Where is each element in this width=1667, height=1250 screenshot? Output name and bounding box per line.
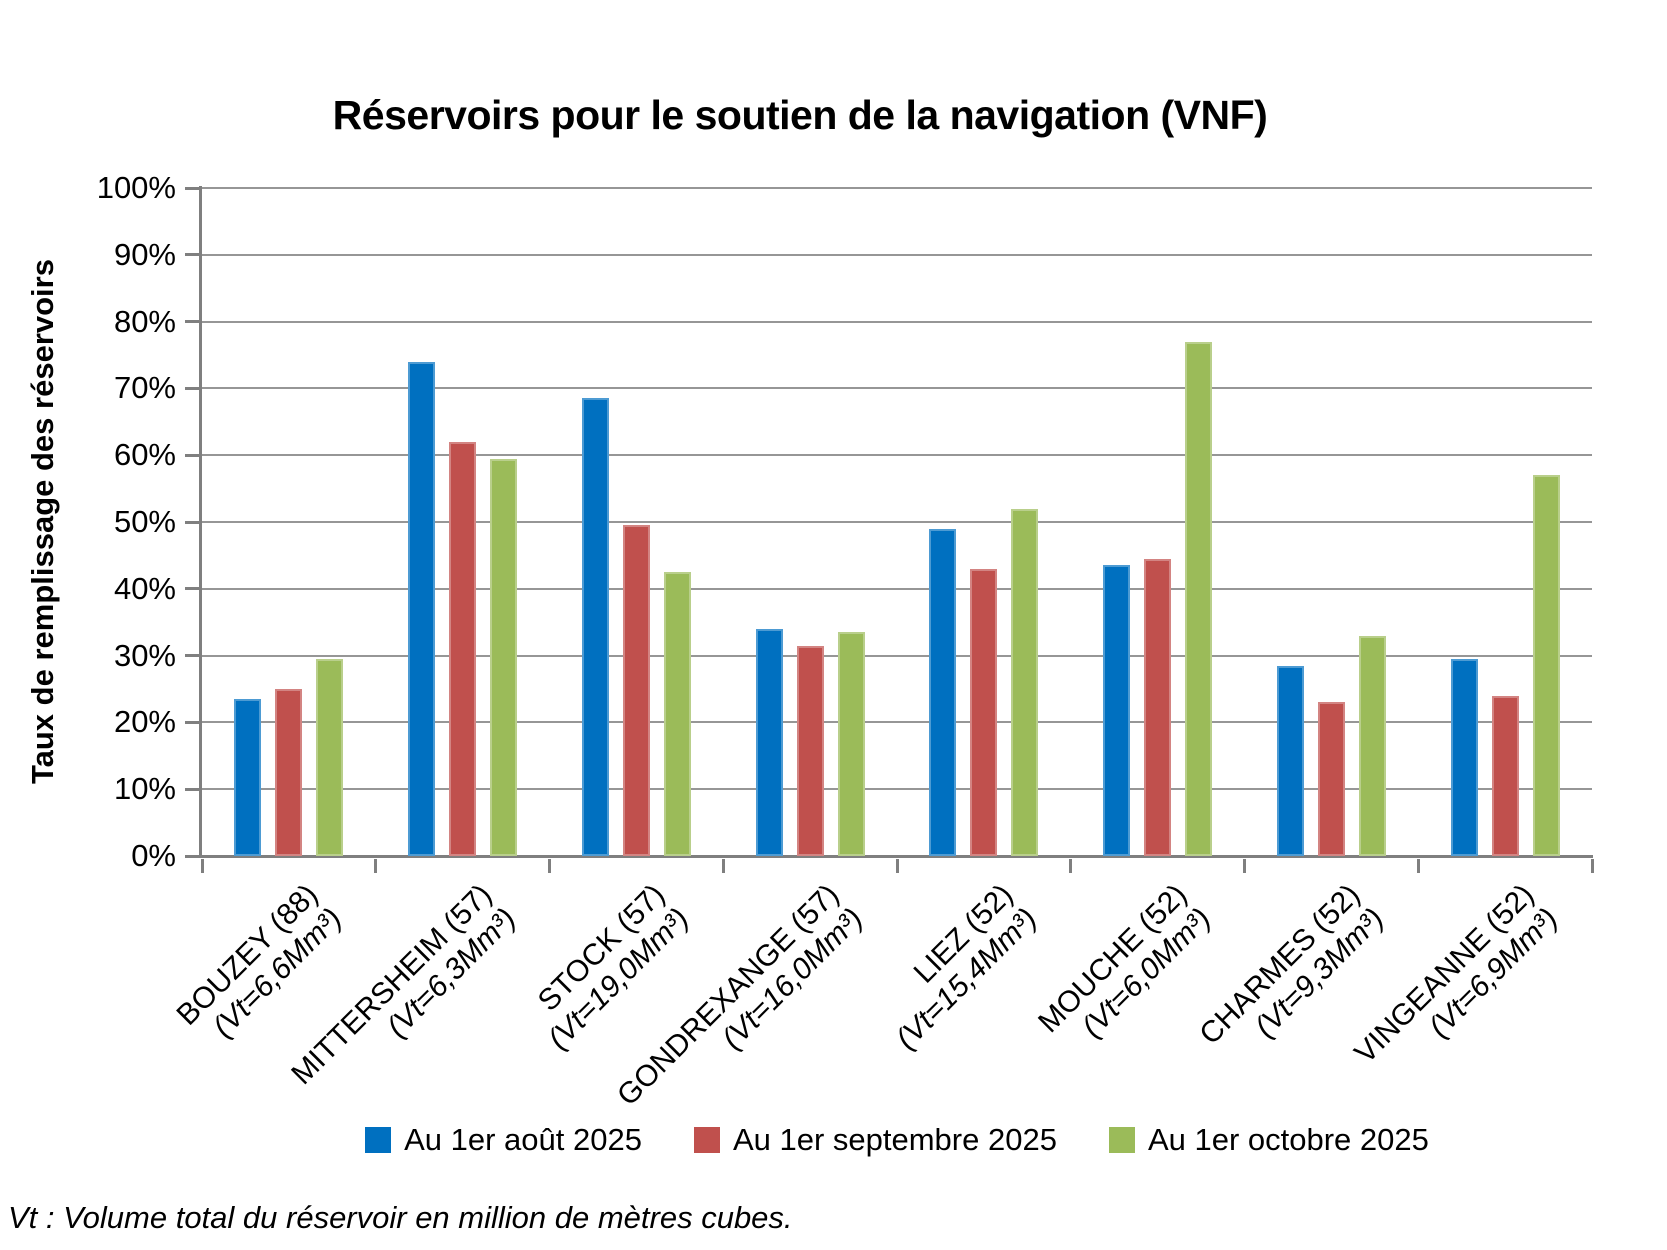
bar-group-7: [1418, 188, 1592, 856]
legend-label: Au 1er octobre 2025: [1147, 1122, 1429, 1157]
gridline-100: [202, 187, 1592, 189]
y-tick-label-20: 20%: [113, 704, 176, 740]
legend-swatch-icon: [693, 1127, 720, 1153]
y-tick-label-50: 50%: [113, 504, 176, 539]
bar-group-5: [1071, 188, 1245, 856]
x-tick-6: [1243, 859, 1246, 873]
bar-series0-cat0: [234, 699, 262, 856]
bar-series1-cat3: [796, 645, 824, 856]
bar-group-6: [1245, 188, 1419, 856]
bar-series2-cat5: [1185, 341, 1213, 856]
y-tick-label-30: 30%: [113, 637, 176, 673]
y-tick-90: [185, 253, 199, 257]
y-tick-label-60: 60%: [113, 437, 176, 473]
bar-series0-cat6: [1276, 665, 1304, 856]
y-tick-label-0: 0%: [131, 838, 176, 873]
gridline-90: [202, 253, 1592, 256]
gridline-50: [202, 521, 1592, 523]
gridline-80: [202, 320, 1592, 323]
bar-group-4: [897, 188, 1071, 856]
y-tick-label-80: 80%: [113, 303, 176, 339]
bar-groups: [202, 188, 1592, 856]
x-tick-1: [374, 859, 378, 873]
bar-series1-cat2: [622, 525, 650, 856]
y-tick-80: [185, 320, 199, 324]
legend: Au 1er août 2025 Au 1er septembre 2025 Au …: [202, 1122, 1592, 1158]
x-tick-3: [721, 859, 725, 873]
y-tick-30: [185, 654, 199, 658]
bar-series2-cat0: [316, 658, 344, 856]
legend-swatch-icon: [1108, 1127, 1135, 1153]
y-tick-label-40: 40%: [113, 570, 176, 606]
bar-series0-cat5: [1103, 565, 1131, 856]
bar-series1-cat0: [275, 689, 303, 856]
y-tick-100: [185, 186, 199, 190]
bar-group-1: [376, 188, 550, 856]
legend-item-0: Au 1er août 2025: [365, 1122, 642, 1158]
y-tick-10: [185, 787, 199, 791]
gridline-10: [202, 788, 1592, 791]
bar-series1-cat4: [970, 568, 998, 856]
chart-title: Réservoirs pour le soutien de la navigat…: [332, 92, 1268, 138]
legend-swatch-icon: [365, 1127, 392, 1153]
y-tick-label-100: 100%: [96, 170, 176, 205]
bar-series2-cat4: [1011, 508, 1039, 856]
y-tick-50: [185, 520, 199, 524]
legend-label: Au 1er août 2025: [404, 1122, 642, 1157]
footnote: Vt : Volume total du réservoir en millio…: [8, 1200, 793, 1235]
legend-label: Au 1er septembre 2025: [732, 1122, 1057, 1157]
y-axis-line: [199, 186, 202, 858]
bar-group-2: [550, 188, 724, 856]
y-axis-title: Taux de remplissage des réservoirs: [25, 259, 60, 785]
bar-series2-cat3: [837, 632, 865, 856]
plot-area: 0% 10% 20% 30% 40% 50% 60% 70% 80% 90% 100% BOUZEY …: [97, 170, 1594, 1112]
bar-series1-cat5: [1144, 558, 1172, 856]
bar-series0-cat3: [755, 628, 783, 856]
y-tick-label-90: 90%: [113, 236, 176, 272]
y-tick-label-10: 10%: [113, 771, 176, 807]
legend-item-2: Au 1er octobre 2025: [1108, 1122, 1429, 1158]
bar-series0-cat1: [408, 361, 436, 856]
bar-series1-cat7: [1491, 695, 1519, 856]
bar-series0-cat2: [581, 398, 609, 856]
legend-item-1: Au 1er septembre 2025: [693, 1122, 1057, 1158]
x-tick-5: [1069, 859, 1073, 873]
gridline-30: [202, 654, 1592, 657]
bar-series0-cat7: [1450, 658, 1478, 856]
y-tick-0: [185, 854, 199, 858]
x-tick-8: [1590, 859, 1594, 873]
gridline-20: [202, 721, 1592, 724]
bar-series2-cat6: [1358, 635, 1386, 856]
y-tick-70: [185, 386, 199, 390]
bar-series1-cat1: [449, 441, 477, 856]
bar-series2-cat1: [490, 458, 518, 856]
y-tick-20: [185, 720, 199, 724]
x-axis-line: [199, 855, 1593, 858]
bar-series2-cat2: [663, 572, 691, 856]
x-tick-7: [1416, 859, 1420, 873]
bar-series2-cat7: [1532, 475, 1560, 856]
x-tick-2: [548, 859, 551, 873]
y-tick-60: [185, 453, 199, 457]
gridline-40: [202, 587, 1592, 590]
gridline-70: [202, 387, 1592, 390]
y-tick-40: [185, 587, 199, 591]
bar-group-0: [202, 188, 376, 856]
gridline-60: [202, 454, 1592, 457]
y-tick-label-70: 70%: [113, 370, 176, 406]
bar-series0-cat4: [929, 528, 957, 856]
x-tick-4: [895, 859, 899, 873]
bar-series1-cat6: [1317, 702, 1345, 856]
x-tick-0: [200, 859, 204, 873]
bar-group-3: [723, 188, 897, 856]
